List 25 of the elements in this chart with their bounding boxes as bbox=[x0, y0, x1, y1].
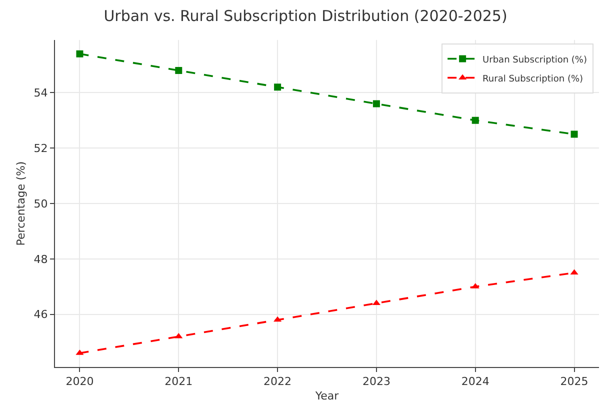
y-tick-label: 46 bbox=[34, 308, 48, 322]
y-tick-label: 50 bbox=[34, 197, 48, 210]
x-tick-label: 2023 bbox=[362, 375, 390, 388]
y-tick-label: 48 bbox=[34, 252, 48, 266]
y-tick-label: 52 bbox=[34, 142, 48, 155]
x-axis-title: Year bbox=[314, 389, 340, 402]
point bbox=[472, 116, 479, 124]
point bbox=[372, 100, 380, 108]
point bbox=[570, 130, 578, 138]
x-tick-label: 2024 bbox=[461, 375, 490, 388]
x-tick-label: 2022 bbox=[264, 375, 292, 388]
y-axis-title: Percentage (%) bbox=[14, 161, 28, 246]
x-tick-label: 2020 bbox=[66, 375, 94, 388]
point bbox=[274, 84, 282, 91]
point bbox=[274, 316, 282, 322]
point bbox=[175, 66, 182, 74]
point bbox=[76, 50, 84, 58]
y-tick-label: 54 bbox=[34, 86, 48, 100]
legend-label: Rural Subscription (%) bbox=[482, 74, 584, 84]
legend-label: Urban Subscription (%) bbox=[482, 55, 587, 66]
x-tick-label: 2021 bbox=[164, 375, 193, 388]
chart-title: Urban vs. Rural Subscription Distribution (2020-2025) bbox=[104, 6, 508, 25]
x-tick-label: 2025 bbox=[560, 375, 588, 388]
point bbox=[372, 300, 380, 306]
point bbox=[570, 269, 578, 275]
